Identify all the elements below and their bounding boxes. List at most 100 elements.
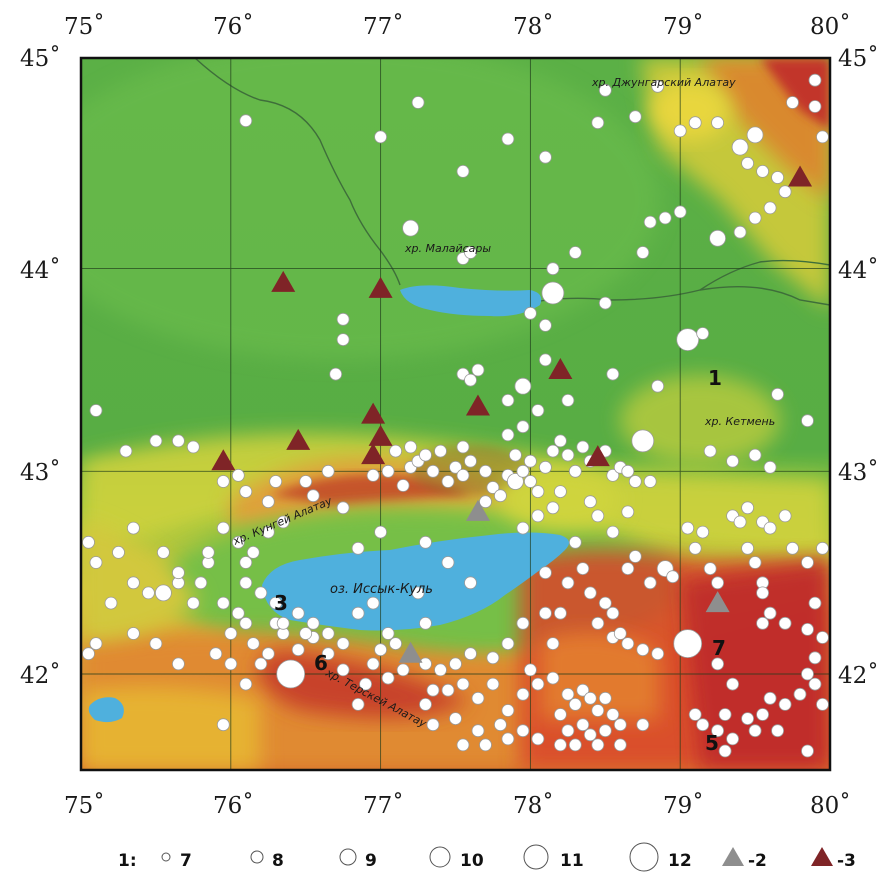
earthquake-event: [239, 576, 253, 590]
earthquake-event: [389, 637, 403, 650]
earthquake-event: [756, 616, 769, 630]
earthquake-event: [359, 677, 373, 691]
relief-layer: [81, 58, 830, 770]
earthquake-event: [793, 687, 807, 701]
earthquake-event: [374, 130, 388, 144]
earthquake-event: [688, 708, 702, 721]
earthquake-event: [568, 535, 582, 549]
legend-mag-7: 7: [180, 851, 192, 871]
earthquake-event: [464, 576, 477, 590]
earthquake-event: [456, 440, 470, 454]
earthquake-event: [516, 420, 530, 434]
earthquake-event: [381, 671, 395, 685]
red-triangle-marker: [271, 270, 296, 292]
map-frame: [79, 56, 832, 772]
earthquake-event: [149, 637, 163, 650]
earthquake-event: [486, 481, 500, 494]
earthquake-event: [449, 657, 462, 671]
earthquake-event: [299, 627, 313, 640]
earthquake-event: [591, 616, 605, 630]
earthquake-event: [209, 647, 223, 661]
earthquake-event: [731, 138, 749, 156]
earthquake-event: [126, 521, 140, 535]
earthquake-event: [396, 663, 410, 677]
earthquake-event: [141, 586, 155, 600]
earthquake-event: [464, 246, 477, 259]
earthquake-event: [507, 473, 524, 490]
earthquake-event: [554, 485, 567, 499]
earthquake-event: [486, 651, 500, 665]
tick-right-45: 45˚: [838, 45, 879, 72]
earthquake-event: [583, 691, 597, 705]
earthquake-event: [726, 454, 739, 468]
lake-small-sw: [88, 697, 124, 723]
earthquake-event: [741, 156, 754, 170]
legend-circle-11: [523, 844, 549, 870]
earthquake-event: [711, 657, 724, 671]
tick-top-75: 75˚: [64, 13, 105, 40]
earthquake-event: [276, 659, 306, 689]
earthquake-event: [591, 738, 605, 752]
earthquake-event: [531, 677, 545, 691]
earthquake-event: [351, 698, 365, 711]
tick-bottom-80: 80˚: [810, 792, 851, 819]
earthquake-event: [673, 629, 703, 658]
earthquake-event: [291, 643, 305, 657]
earthquake-event: [539, 606, 552, 620]
earthquake-event: [366, 468, 380, 482]
earthquake-event: [261, 495, 275, 509]
legend-prefix: 1:: [118, 851, 137, 871]
earthquake-event: [546, 501, 560, 515]
red-triangle-marker: [465, 394, 490, 416]
earthquake-event: [688, 541, 702, 555]
earthquake-event: [509, 448, 522, 462]
earthquake-event: [501, 637, 515, 650]
tick-bottom-78: 78˚: [513, 792, 554, 819]
earthquake-event: [434, 663, 447, 677]
red-triangle-marker: [361, 443, 386, 465]
earthquake-event: [261, 647, 275, 661]
earthquake-event: [336, 312, 350, 326]
earthquake-event: [568, 246, 582, 259]
earthquake-event: [778, 698, 792, 711]
earthquake-event: [471, 724, 485, 738]
earthquake-event: [321, 627, 335, 640]
earthquake-event: [82, 535, 95, 549]
earthquake-event: [524, 475, 537, 488]
earthquake-event: [786, 96, 799, 109]
earthquake-event: [733, 515, 747, 529]
earthquake-event: [539, 460, 552, 474]
earthquake-event: [643, 215, 657, 229]
earthquake-event: [598, 296, 612, 310]
earthquake-event: [171, 566, 185, 580]
zone-label-7: 7: [712, 636, 726, 660]
red-triangle-marker: [548, 358, 573, 379]
zone-label-1: 1: [708, 366, 722, 390]
earthquake-event: [568, 698, 582, 711]
earthquake-event: [606, 708, 620, 721]
earthquake-event: [479, 464, 492, 478]
earthquake-event: [696, 327, 710, 340]
earthquake-event: [631, 429, 655, 453]
earthquake-event: [456, 677, 470, 691]
earthquake-event: [711, 116, 724, 130]
earthquake-event: [531, 509, 545, 523]
earthquake-event: [816, 698, 829, 711]
red-triangle-marker: [361, 402, 386, 424]
tick-top-77: 77˚: [363, 13, 404, 40]
earthquake-event: [269, 596, 283, 610]
earthquake-event: [239, 677, 253, 691]
earthquake-event: [411, 96, 425, 109]
earthquake-event: [493, 489, 507, 503]
earthquake-event: [239, 616, 253, 630]
earthquake-event: [606, 468, 620, 482]
tick-left-44: 44˚: [20, 257, 61, 284]
tick-right-44: 44˚: [838, 257, 879, 284]
red-triangle-marker: [286, 428, 311, 450]
label-issyk-kul: оз. Иссык-Куль: [330, 582, 433, 597]
earthquake-event: [561, 687, 575, 701]
legend-triangle-gray: [722, 847, 744, 866]
earthquake-event: [156, 546, 170, 559]
earthquake-event: [381, 464, 395, 478]
earthquake-event: [239, 556, 253, 569]
